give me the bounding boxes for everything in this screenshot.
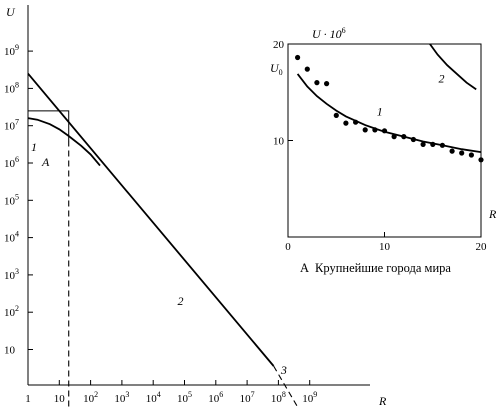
inset-data-point [304,66,310,72]
inset-data-point [430,141,436,147]
inset-data-point [439,142,445,148]
inset-y-axis-label: U · 106 [312,26,346,41]
inset-data-point [324,81,330,87]
inset-x-tick-label: 0 [285,241,291,253]
main-x-tick-label: 10 [54,393,66,405]
inset-data-point [478,157,484,163]
inset-x-axis-label: R [488,207,497,221]
main-x-tick-label: 1 [25,393,31,405]
inset-data-point [449,148,455,154]
main-series-1-line [27,117,101,167]
main-series-2-line [27,73,275,367]
inset-data-point [391,134,397,140]
main-chart: 1 10 102 103 104 105 106 107 108 109 101021031041… [4,5,387,407]
main-x-tick-label: 104 [146,390,161,405]
main-x-tick-label: 108 [271,390,286,405]
inset-u0-label: U0 [270,61,283,77]
main-x-axis-label: R [378,394,387,407]
main-y-tick-label: 106 [4,155,19,170]
main-axes [27,5,370,386]
main-y-tick-label: 103 [4,267,19,282]
inset-data-point [381,128,388,134]
main-x-tick-label: 103 [114,390,129,405]
main-y-tick-label: 102 [4,304,19,319]
inset-data-point [362,127,368,133]
main-y-tick-label: 104 [4,230,19,245]
main-y-tick-label: 109 [4,43,19,58]
inset-series-1-label: 1 [377,104,383,118]
main-x-tick-label: 107 [240,390,255,405]
main-inset-box-outline [28,110,70,141]
inset-frame [287,43,482,238]
inset-series [295,43,484,163]
inset-x-ticks: 0 10 20 [285,232,487,253]
main-series-3-label: 3 [280,363,287,377]
inset-data-point [372,127,378,133]
main-inset-box [28,110,70,407]
inset-x-tick-label: 10 [379,241,391,253]
main-x-tick-label: 105 [177,390,192,405]
main-y-tick-label: 105 [4,192,19,207]
main-y-ticks: 10 102 103 104 105 106 107 108 109 [4,43,33,357]
main-y-tick-label: 10 [4,345,16,357]
main-series-3-line [273,365,298,407]
main-region-label: A [41,155,50,169]
main-x-ticks: 1 10 102 103 104 105 106 107 108 109 [25,380,317,405]
main-x-tick-label: 102 [83,390,98,405]
inset-data-point [295,54,301,61]
inset-data-point [333,112,339,118]
inset-series-2-label: 2 [439,72,445,86]
inset-data-point [401,134,407,140]
inset-data-point [353,119,359,125]
inset-data-point [420,141,426,147]
inset-data-point [343,120,349,126]
inset-data-point [314,80,320,86]
main-y-tick-label: 108 [4,80,19,95]
inset-y-ticks: 10 20 [273,39,293,148]
inset-data-point [459,150,465,156]
inset-data-point [410,136,416,143]
inset-y-tick-label: 10 [273,136,285,148]
main-series [27,73,298,407]
main-y-tick-label: 107 [4,118,19,133]
inset-series-2-line [429,43,477,91]
main-series-2-label: 2 [178,294,184,308]
main-y-axis-label: U [6,5,16,19]
main-series-1-label: 1 [31,140,37,154]
main-x-tick-label: 106 [208,390,223,405]
inset-caption: A Крупнейшие города мира [300,261,451,275]
inset-y-tick-label: 20 [273,39,285,51]
inset-x-tick-label: 20 [476,241,488,253]
main-x-tick-label: 109 [302,390,317,405]
inset-chart: 0 10 20 10 20 U · 106 U0 R 1 2 A Крупнейшие … [270,26,497,275]
inset-data-point [468,152,474,158]
